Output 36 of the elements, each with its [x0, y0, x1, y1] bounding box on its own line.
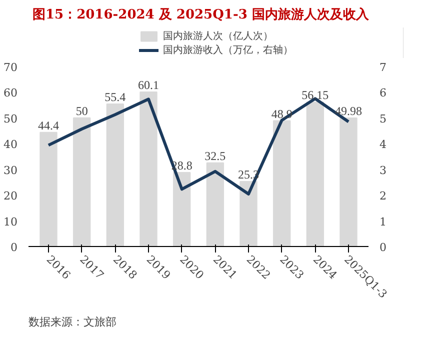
legend-label: 国内旅游收入（万亿，右轴）	[163, 44, 293, 56]
y-tick-label: 60	[4, 86, 18, 100]
source-note: 数据来源：文旅部	[28, 316, 116, 328]
y2-tick-label: 5	[380, 112, 386, 126]
y-tick-label: 70	[4, 61, 18, 74]
y2-tick-label: 1	[380, 215, 386, 228]
y2-tick-label: 6	[380, 86, 386, 100]
data-label: 56.15	[302, 88, 329, 102]
data-label: 44.4	[38, 118, 59, 132]
data-label: 32.5	[204, 148, 226, 163]
bar	[273, 120, 291, 246]
bar	[240, 180, 258, 246]
y-tick-label: 10	[4, 215, 18, 228]
data-label: 60.1	[138, 78, 159, 92]
y2-tick-label: 0	[380, 241, 386, 254]
data-label: 55.4	[104, 90, 126, 104]
chart-title: 图15：2016-2024 及 2025Q1-3 国内旅游人次及收入	[32, 6, 370, 22]
bar	[106, 104, 124, 246]
y-tick-label: 40	[4, 138, 18, 152]
bar	[40, 132, 58, 246]
bar	[206, 162, 224, 246]
y2-tick-label: 2	[380, 190, 386, 203]
y-tick-label: 0	[10, 241, 18, 254]
bar	[73, 117, 91, 246]
y2-tick-label: 3	[380, 164, 386, 177]
y-tick-label: 50	[4, 112, 18, 126]
y-tick-label: 20	[4, 190, 18, 203]
y2-tick-label: 7	[380, 61, 386, 74]
bar	[140, 91, 158, 246]
legend-label: 国内旅游人次（亿人次）	[163, 30, 273, 42]
y-tick-label: 30	[4, 164, 18, 177]
y2-tick-label: 4	[380, 138, 386, 152]
data-label: 50	[76, 104, 88, 118]
bar	[306, 102, 324, 246]
bar	[173, 172, 191, 246]
bar	[340, 117, 358, 246]
